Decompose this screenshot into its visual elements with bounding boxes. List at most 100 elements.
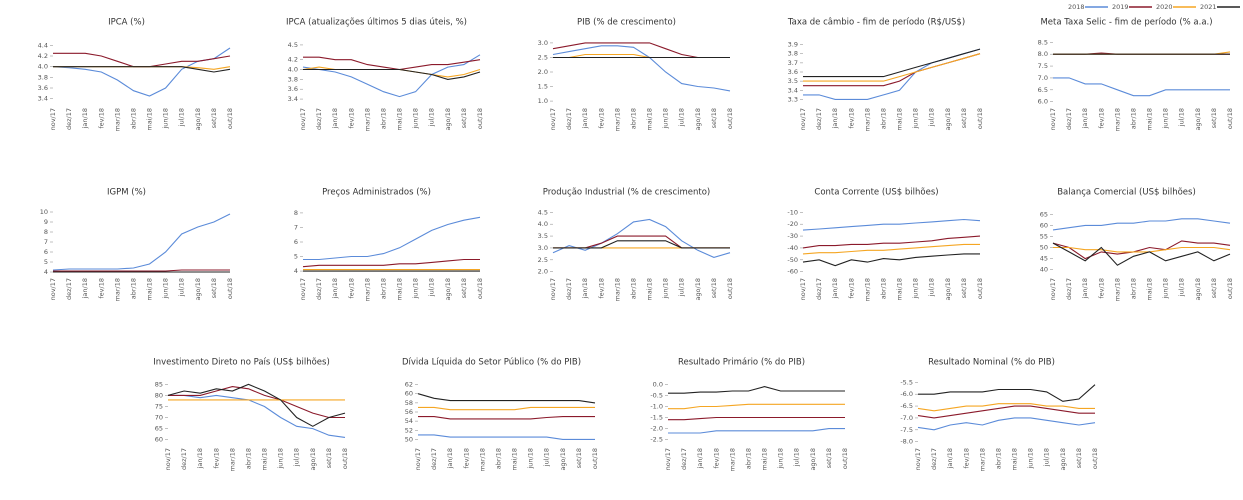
y-tick-label: 2.0 [538, 268, 548, 276]
y-tick-label: 4.2 [288, 56, 298, 64]
x-tick-label: jan/18 [831, 278, 839, 299]
y-tick-label: 3.4 [288, 95, 298, 103]
series-line [303, 68, 481, 80]
y-tick-label: -60 [787, 268, 798, 276]
y-tick-label: 6 [294, 238, 298, 246]
x-tick-label: abr/18 [879, 278, 887, 299]
x-tick-label: jul/18 [793, 448, 801, 467]
y-tick-label: 3.8 [288, 75, 298, 83]
y-tick-label: 8.5 [1038, 38, 1048, 46]
y-tick-label: 8.0 [1038, 50, 1048, 58]
series-line [1053, 77, 1230, 97]
y-tick-label: -40 [787, 244, 798, 252]
x-tick-label: abr/18 [879, 108, 887, 129]
x-tick-label: jul/18 [428, 108, 436, 127]
y-tick-label: 7 [294, 223, 298, 231]
chart-title: IPCA (atualizações últimos 5 dias úteis,… [286, 18, 467, 28]
y-tick-label: 2.0 [538, 68, 548, 76]
series-line [418, 434, 595, 440]
x-tick-label: jul/18 [543, 448, 551, 467]
y-tick-label: 3.0 [538, 244, 548, 252]
x-tick-label: nov/17 [664, 448, 672, 470]
x-tick-label: mar/18 [863, 108, 871, 131]
y-tick-label: 10 [40, 208, 48, 216]
y-tick-label: -2.5 [650, 436, 663, 444]
y-tick-label: -8.0 [900, 438, 913, 446]
y-tick-label: 58 [405, 399, 413, 407]
x-tick-label: dez/17 [930, 448, 938, 470]
y-tick-label: 75 [155, 402, 163, 410]
x-tick-label: mai/18 [396, 108, 404, 131]
chart-title: Resultado Primário (% do PIB) [678, 358, 805, 368]
x-tick-label: abr/18 [244, 448, 252, 469]
x-tick-label: ago/18 [694, 278, 702, 301]
chart-title: Produção Industrial (% de crescimento) [543, 188, 710, 198]
x-tick-label: mai/18 [511, 448, 519, 471]
x-tick-label: jan/18 [331, 108, 339, 129]
x-tick-label: mai/18 [646, 108, 654, 131]
y-tick-label: 55 [1040, 232, 1048, 240]
y-tick-label: 5 [44, 258, 48, 266]
chart-title: Investimento Direto no País (US$ bilhões… [153, 358, 330, 368]
x-tick-label: set/18 [1075, 448, 1083, 468]
x-tick-label: set/18 [960, 278, 968, 298]
x-tick-label: out/18 [1091, 448, 1099, 469]
y-tick-label: -1.0 [650, 402, 663, 410]
x-tick-label: ago/18 [444, 108, 452, 131]
x-tick-label: dez/17 [65, 108, 73, 130]
y-tick-label: 6.0 [1038, 98, 1048, 106]
x-tick-label: nov/17 [164, 448, 172, 470]
series-line [917, 417, 1096, 431]
x-tick-label: fev/18 [97, 278, 105, 299]
chart-title: Preços Administrados (%) [322, 188, 431, 198]
x-tick-label: jun/18 [412, 108, 420, 130]
y-tick-label: 1.0 [538, 97, 548, 105]
y-tick-label: -20 [787, 220, 798, 228]
x-tick-label: set/18 [460, 278, 468, 298]
series-line [668, 386, 845, 394]
y-tick-label: -7.0 [900, 414, 913, 422]
y-tick-label: 4.0 [288, 66, 298, 74]
x-tick-label: jul/18 [1178, 278, 1186, 297]
x-tick-label: mai/18 [146, 278, 154, 301]
series-line [802, 253, 980, 267]
x-tick-label: jan/18 [581, 278, 589, 299]
series-line [167, 383, 346, 427]
y-tick-label: -0.5 [650, 391, 663, 399]
legend-label: 2018 [1068, 3, 1085, 11]
y-tick-label: 0.0 [653, 380, 663, 388]
legend-label: 2019 [1112, 3, 1129, 11]
x-tick-label: mar/18 [1113, 108, 1121, 131]
y-tick-label: 2.5 [538, 53, 548, 61]
series-line [52, 47, 231, 97]
chart-title: Balança Comercial (US$ bilhões) [1057, 188, 1196, 198]
series-line [418, 406, 595, 411]
series-line [668, 416, 845, 421]
x-tick-label: dez/17 [815, 278, 823, 300]
y-tick-label: 3.3 [788, 95, 798, 103]
x-tick-label: jan/18 [446, 448, 454, 469]
x-tick-label: ago/18 [944, 278, 952, 301]
y-tick-label: -1.5 [650, 414, 663, 422]
x-tick-label: fev/18 [347, 108, 355, 129]
x-tick-label: ago/18 [1194, 278, 1202, 301]
x-tick-label: dez/17 [65, 278, 73, 300]
chart-title: Dívida Líquida do Setor Público (% do PI… [402, 358, 581, 368]
y-tick-label: 50 [1040, 244, 1048, 252]
x-tick-label: ago/18 [809, 448, 817, 471]
chart-title: Taxa de câmbio - fim de período (R$/US$) [787, 18, 965, 28]
x-tick-label: jul/18 [293, 448, 301, 467]
x-tick-label: fev/18 [597, 278, 605, 299]
y-tick-label: 3.5 [788, 77, 798, 85]
x-tick-label: jun/18 [662, 278, 670, 300]
x-tick-label: jun/18 [912, 278, 920, 300]
y-tick-label: 8 [294, 209, 298, 217]
x-tick-label: abr/18 [129, 278, 137, 299]
y-tick-label: -7.5 [900, 426, 913, 434]
x-tick-label: mai/18 [761, 448, 769, 471]
x-tick-label: jun/18 [162, 108, 170, 130]
x-tick-label: fev/18 [847, 108, 855, 129]
x-tick-label: nov/17 [549, 108, 557, 130]
x-tick-label: nov/17 [414, 448, 422, 470]
x-tick-label: mar/18 [863, 278, 871, 301]
